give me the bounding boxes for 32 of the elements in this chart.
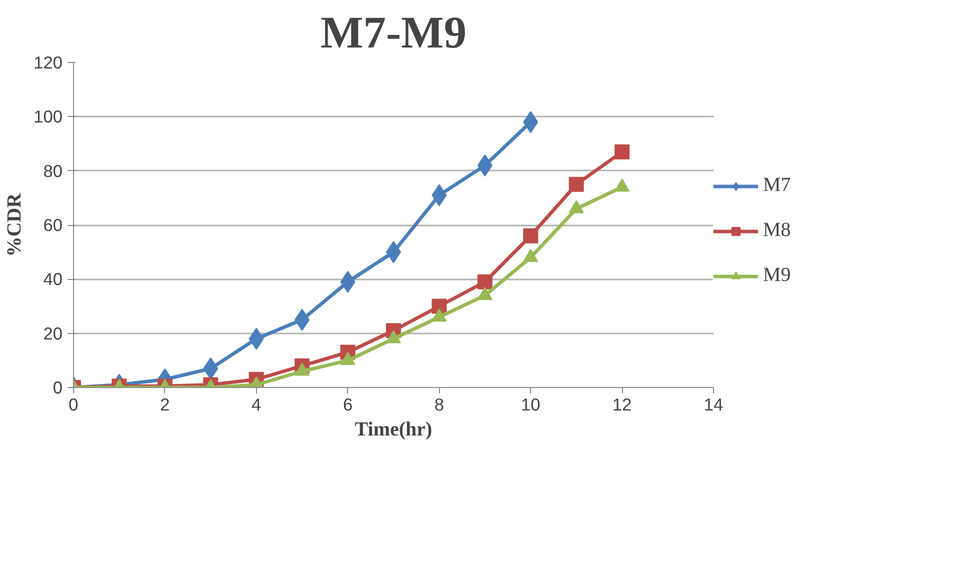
y-tick-label: 40 bbox=[43, 269, 63, 290]
x-tick-label: 4 bbox=[252, 394, 262, 414]
point bbox=[477, 286, 492, 300]
chart-title: M7-M9 bbox=[320, 8, 467, 58]
point bbox=[614, 144, 630, 160]
x-tick-label: 2 bbox=[160, 394, 170, 414]
x-tick-label: 10 bbox=[521, 394, 540, 414]
x-tick-label: 8 bbox=[434, 394, 444, 414]
point bbox=[523, 248, 538, 262]
y-axis-title: %CDR bbox=[4, 192, 26, 257]
x-tick-label: 6 bbox=[342, 394, 353, 414]
legend-label: M8 bbox=[763, 219, 792, 242]
point bbox=[386, 330, 401, 344]
y-tick-label: 60 bbox=[43, 215, 63, 235]
legend-label: M9 bbox=[763, 264, 792, 287]
y-tick-label: 100 bbox=[34, 106, 63, 127]
y-tick-label: 0 bbox=[52, 378, 63, 398]
point bbox=[523, 228, 538, 244]
point bbox=[477, 274, 492, 290]
y-tick-label: 20 bbox=[43, 323, 63, 344]
y-tick-label: 120 bbox=[34, 52, 63, 72]
x-tick-label: 14 bbox=[704, 394, 724, 414]
point bbox=[568, 200, 584, 214]
x-tick-label: 0 bbox=[68, 394, 78, 414]
legend-label: M7 bbox=[763, 174, 792, 197]
x-tick-label: 12 bbox=[612, 394, 632, 414]
point bbox=[294, 362, 310, 376]
x-axis-title: Time(hr) bbox=[354, 418, 432, 440]
y-tick-label: 80 bbox=[43, 160, 63, 181]
point bbox=[340, 352, 356, 365]
point bbox=[432, 308, 447, 322]
point bbox=[568, 176, 584, 192]
